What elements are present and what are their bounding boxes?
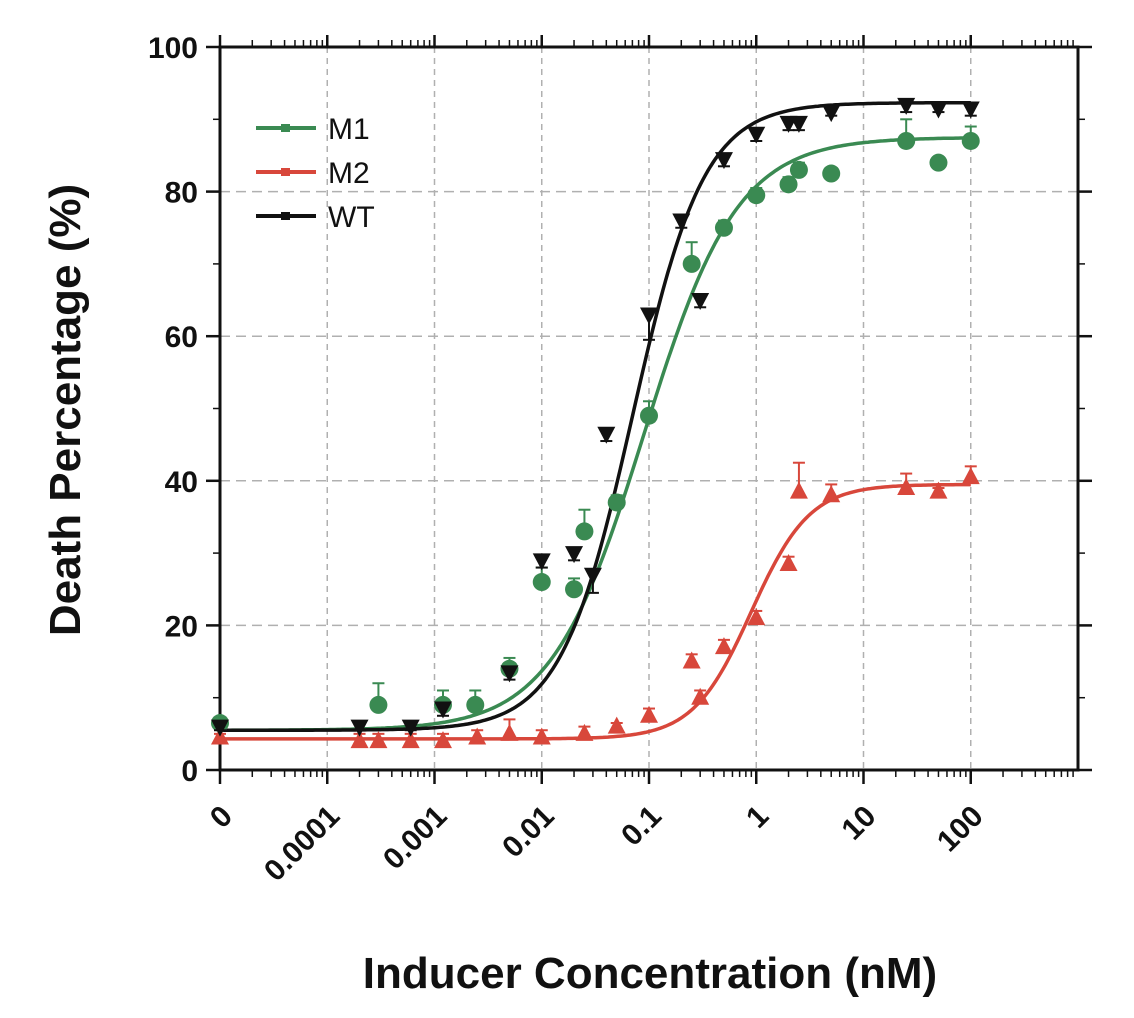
legend-swatch-marker	[281, 212, 290, 220]
y-tick-labels: 0 20 40 60 80 100	[148, 32, 198, 788]
x-tick-label: 0.1	[615, 800, 668, 853]
x-tick-label: 0	[204, 800, 239, 835]
legend: M1 M2 WT	[256, 113, 375, 234]
y-tick-label: 20	[165, 610, 198, 643]
data-point	[433, 731, 452, 749]
data-point	[779, 175, 798, 194]
data-point	[575, 723, 594, 741]
legend-label: M1	[328, 113, 370, 146]
data-point	[691, 293, 710, 311]
data-point	[640, 705, 658, 723]
data-point	[583, 567, 602, 585]
data-point	[747, 126, 766, 144]
y-axis-title: Death Percentage (%)	[41, 184, 90, 636]
data-point	[929, 481, 948, 499]
data-point	[961, 101, 980, 119]
data-point	[929, 101, 948, 119]
data-point	[350, 731, 369, 749]
x-tick-label: 1	[740, 800, 775, 835]
data-point	[714, 637, 733, 655]
data-point	[822, 164, 841, 183]
data-point	[640, 406, 658, 425]
data-point	[961, 467, 980, 485]
data-point	[682, 254, 701, 273]
data-point	[714, 152, 733, 170]
y-tick-label: 80	[165, 177, 198, 210]
data-point	[468, 727, 487, 745]
fit-curve-wt	[220, 100, 971, 732]
data-point	[565, 580, 584, 599]
legend-swatch-marker	[281, 168, 290, 176]
data-point	[401, 719, 420, 737]
y-tick-label: 40	[165, 466, 198, 499]
data-point	[401, 731, 420, 749]
y-tick-label: 60	[165, 321, 198, 354]
data-point	[897, 478, 916, 496]
data-point	[597, 426, 616, 444]
series-m1	[211, 118, 980, 733]
data-point	[822, 105, 841, 123]
x-tick-label: 100	[931, 800, 990, 859]
series-wt	[211, 97, 980, 737]
legend-label: WT	[328, 201, 375, 234]
data-point	[961, 131, 980, 150]
y-tick-label: 100	[148, 32, 198, 65]
data-point	[682, 651, 701, 669]
fit-curve-m2	[220, 482, 971, 741]
x-axis-title: Inducer Concentration (nM)	[363, 949, 937, 998]
x-tick-label: 10	[836, 800, 883, 847]
data-point	[714, 218, 733, 237]
data-point	[532, 727, 551, 745]
data-point	[789, 115, 808, 133]
data-point	[672, 213, 691, 231]
data-point	[532, 553, 551, 571]
data-point	[747, 186, 766, 205]
data-point	[691, 687, 710, 705]
data-point	[350, 719, 369, 737]
fit-curves	[220, 100, 971, 741]
x-tick-label: 0.0001	[258, 800, 346, 888]
data-point	[211, 719, 229, 737]
series-m2	[211, 461, 980, 749]
data-point	[466, 695, 485, 714]
data-point	[565, 546, 584, 564]
data-point	[532, 573, 551, 592]
data-point	[897, 97, 916, 115]
data-point	[433, 701, 452, 719]
data-point	[640, 307, 658, 325]
data-point	[789, 160, 808, 179]
data-point	[789, 481, 808, 499]
data-point	[897, 131, 916, 150]
x-tick-labels: 0 0.0001 0.001 0.01 0.1 1 10 100	[204, 800, 990, 888]
data-point	[575, 522, 594, 541]
data-point	[369, 731, 388, 749]
data-points	[211, 97, 980, 749]
data-point	[500, 723, 519, 741]
data-point	[929, 153, 948, 172]
plot-frame	[218, 45, 1080, 772]
data-point	[607, 716, 626, 734]
data-point	[607, 493, 626, 512]
y-tick-label: 0	[181, 755, 198, 788]
data-point	[369, 695, 388, 714]
x-tick-label: 0.001	[377, 800, 453, 876]
data-point	[822, 485, 841, 503]
data-point	[779, 553, 798, 571]
data-point	[747, 608, 766, 626]
legend-swatch-marker	[281, 124, 290, 132]
legend-label: M2	[328, 157, 370, 190]
data-point	[500, 665, 519, 683]
x-tick-label: 0.01	[496, 800, 561, 865]
